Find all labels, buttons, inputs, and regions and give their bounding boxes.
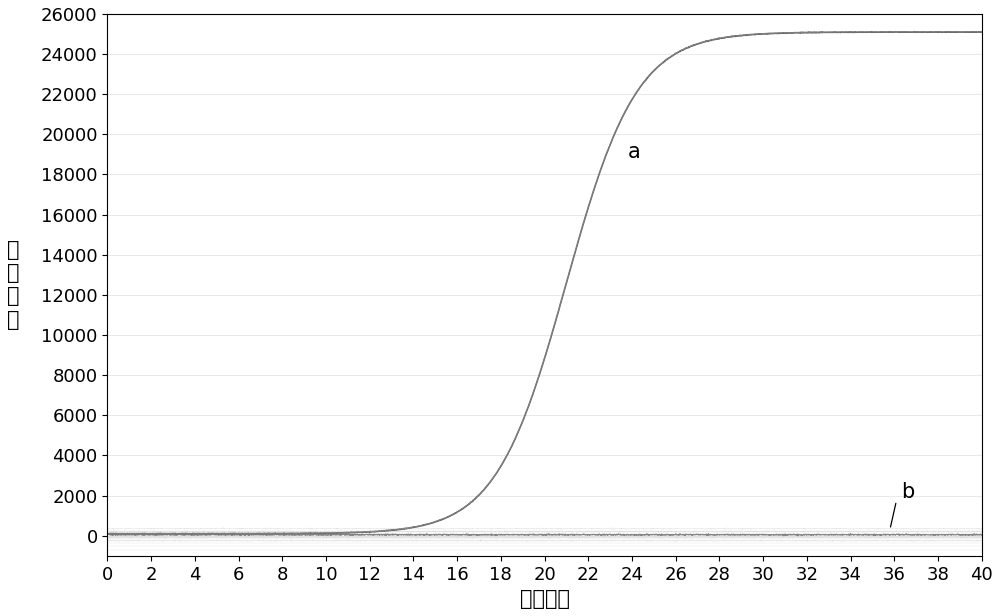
Y-axis label: 荚
光
强
度: 荚 光 强 度 xyxy=(7,240,19,330)
X-axis label: 循环次数: 循环次数 xyxy=(520,589,570,609)
Text: b: b xyxy=(901,482,914,501)
Text: a: a xyxy=(628,142,640,163)
